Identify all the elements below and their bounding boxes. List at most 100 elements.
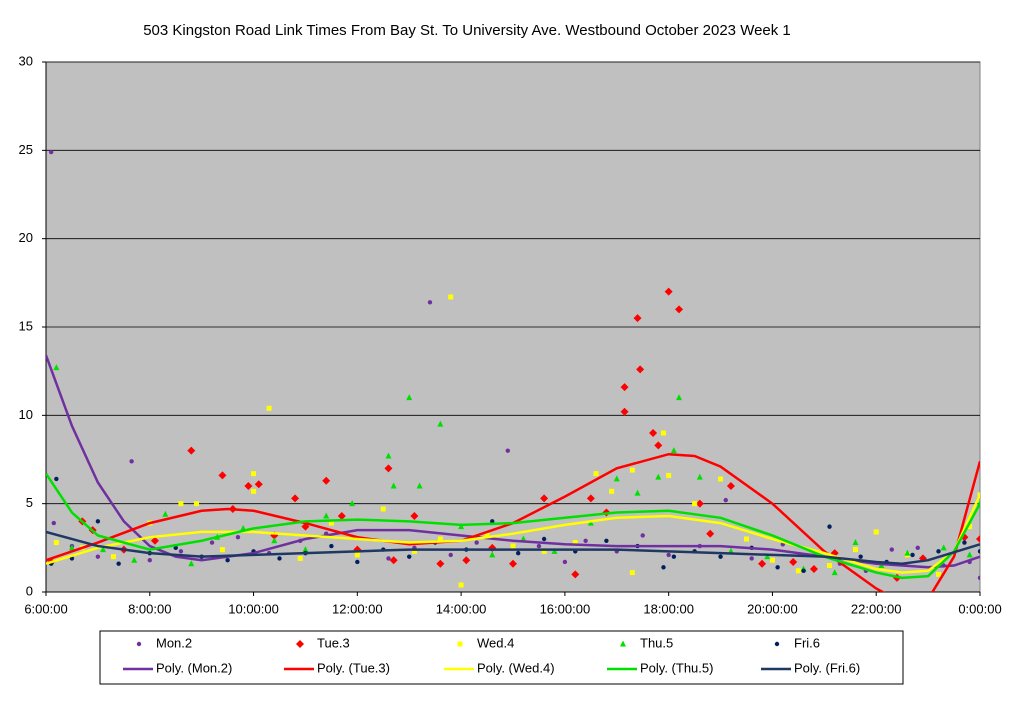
y-tick-label: 0 [26,583,33,598]
data-point [809,565,818,574]
x-tick-label: 8:00:00 [128,601,171,616]
y-tick-label: 20 [19,230,33,245]
data-point [437,420,444,427]
x-tick-label: 22:00:00 [851,601,902,616]
data-point [448,552,453,558]
data-point [620,407,629,416]
x-tick-label: 6:00:00 [24,601,67,616]
data-point [509,559,517,568]
data-point [795,568,801,574]
data-point [695,499,704,508]
data-point [150,536,159,545]
data-point [935,571,941,577]
data-point [654,441,663,450]
data-point [726,482,735,490]
data-point [129,459,134,464]
data-point [173,545,178,551]
data-point [188,560,195,567]
data-point [910,552,915,558]
data-point [436,559,445,568]
x-tick-label: 10:00:00 [228,601,279,616]
x-tick-label: 16:00:00 [540,601,591,616]
legend-label: Wed.4 [477,635,514,650]
data-point [53,540,59,546]
data-point [852,547,858,553]
data-point [572,540,578,546]
data-point [95,519,101,524]
data-point [541,536,547,542]
data-point [427,300,433,305]
data-point [178,549,184,554]
data-point [551,547,558,554]
data-point [666,472,672,478]
legend-marker [457,641,463,647]
data-point [706,529,715,538]
data-point [664,287,673,296]
data-point [235,535,241,540]
data-point [962,540,967,545]
data-point [976,535,980,543]
x-tick-label: 20:00:00 [747,601,798,616]
data-point [764,553,771,560]
data-point [406,394,413,401]
data-point [48,149,54,155]
x-tick-label: 18:00:00 [643,601,694,616]
data-point [666,552,671,558]
data-point [520,535,527,542]
data-point [629,570,635,576]
trend-line [46,494,980,574]
legend-label: Poly. (Tue.3) [317,660,390,675]
data-point [586,494,595,503]
data-point [474,540,479,545]
data-point [540,494,549,503]
data-point [515,550,521,556]
y-tick-label: 5 [26,495,33,510]
data-point [609,488,615,494]
data-point [277,556,282,561]
data-point [967,524,973,530]
data-point [670,447,677,454]
data-point [769,557,775,563]
data-point [244,482,253,490]
legend-label: Poly. (Mon.2) [156,660,232,675]
data-point [633,314,642,323]
data-point [225,558,230,563]
data-point [384,464,393,473]
data-point [448,294,454,300]
data-point [458,523,465,530]
data-point [636,365,645,374]
data-point [162,510,169,517]
data-point [571,570,580,579]
data-point [649,429,658,437]
y-tick-label: 10 [19,407,33,422]
data-point [977,549,980,554]
data-point [675,305,684,314]
data-point [536,543,542,549]
data-point [349,500,356,507]
data-point [100,546,107,553]
data-point [386,556,391,561]
plot-content [46,149,980,592]
data-point [390,482,397,489]
data-point [490,519,495,524]
data-point [827,524,832,529]
legend-label: Mon.2 [156,635,192,650]
x-tick-label: 14:00:00 [436,601,487,616]
data-point [193,501,199,507]
data-point [385,452,392,459]
data-point [723,497,728,503]
legend-marker [774,641,780,647]
data-point [147,558,152,563]
data-point [966,551,973,558]
data-point [219,547,225,553]
data-point [583,538,588,543]
legend-label: Thu.5 [640,635,673,650]
data-point [489,551,496,558]
data-point [827,563,833,568]
data-point [254,480,263,489]
data-point [271,537,278,544]
data-point [671,554,677,559]
data-point [416,482,423,489]
data-point [505,448,511,453]
data-point [593,471,599,477]
